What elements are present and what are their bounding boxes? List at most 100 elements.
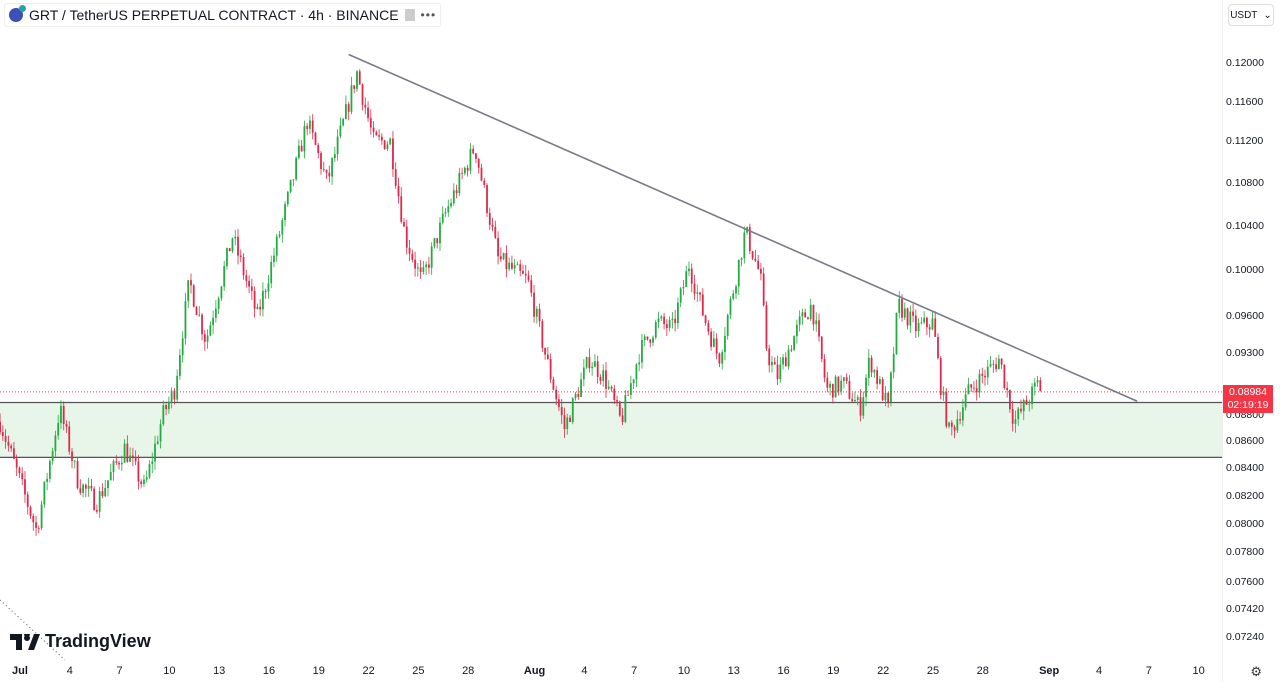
candle-down: [887, 392, 890, 403]
candle-up: [1031, 386, 1033, 405]
candle-up: [798, 316, 801, 325]
candle-down: [552, 379, 555, 390]
candle-down: [1, 432, 4, 436]
candle-up: [502, 252, 505, 260]
candle-down: [773, 361, 776, 365]
candle-down: [499, 256, 502, 260]
candle-up: [679, 288, 682, 303]
candle-down: [300, 145, 303, 152]
time-tick-label: 19: [312, 665, 325, 677]
candle-up: [181, 338, 184, 356]
candle-up: [179, 355, 181, 376]
candle-down: [610, 386, 613, 389]
candle-down: [845, 377, 848, 382]
candle-down: [546, 354, 549, 360]
candle-down: [984, 375, 986, 378]
candle-down: [621, 415, 624, 422]
candle-down: [375, 131, 378, 136]
candle-down: [757, 260, 760, 269]
candle-up: [262, 290, 264, 310]
candle-down: [311, 120, 314, 133]
candle-up: [270, 262, 273, 284]
candle-down: [959, 419, 962, 421]
candle-down: [776, 364, 779, 380]
candle-down: [408, 247, 411, 254]
candle-up: [1022, 400, 1025, 412]
candle-up: [170, 390, 173, 402]
candle-up: [635, 364, 638, 380]
candle-up: [223, 266, 226, 287]
candle-down: [392, 138, 394, 170]
candle-up: [942, 391, 945, 396]
candle-up: [231, 238, 234, 252]
candle-down: [674, 318, 677, 324]
candle-down: [96, 510, 98, 512]
price-tick-label: 0.07240: [1226, 631, 1264, 643]
candle-up: [978, 373, 981, 393]
bar-countdown: 02:19:19: [1227, 399, 1269, 411]
candle-down: [237, 236, 239, 256]
candle-up: [167, 401, 170, 410]
settings-icon[interactable]: ⚙: [1250, 664, 1262, 679]
candle-down: [527, 275, 530, 281]
currency-select[interactable]: USDT ⌄: [1228, 4, 1274, 26]
candle-up: [463, 167, 466, 174]
candle-up: [143, 479, 145, 484]
candle-down: [599, 376, 602, 381]
candle-down: [524, 273, 527, 276]
candle-up: [226, 248, 228, 267]
candle-down: [367, 107, 369, 119]
price-tick-label: 0.08400: [1226, 462, 1264, 475]
candle-down: [906, 308, 909, 326]
candle-up: [275, 236, 278, 256]
time-tick-label: 22: [362, 665, 375, 677]
candle-up: [862, 397, 865, 416]
candle-up: [989, 363, 992, 367]
logo-text: TradingView: [45, 631, 151, 651]
flag-icon[interactable]: [404, 9, 415, 21]
candle-down: [519, 264, 522, 271]
candle-down: [934, 318, 937, 337]
candle-up: [585, 357, 588, 368]
candle-down: [748, 227, 751, 252]
candle-down: [394, 169, 397, 186]
candle-up: [267, 283, 270, 292]
symbol-header[interactable]: GRT / TetherUS PERPETUAL CONTRACT · 4h ·…: [4, 3, 442, 27]
candle-down: [455, 190, 458, 194]
more-icon[interactable]: •••: [420, 8, 437, 22]
candle-down: [768, 348, 771, 366]
candle-up: [156, 441, 159, 444]
candle-up: [212, 317, 215, 326]
candle-up: [516, 264, 519, 266]
candle-up: [892, 353, 895, 373]
candle-down: [414, 259, 416, 269]
candle-down: [995, 364, 997, 370]
candle-up: [176, 375, 179, 400]
candle-down: [4, 435, 7, 442]
candle-down: [831, 383, 834, 398]
candle-up: [1014, 419, 1017, 424]
candle-up: [740, 258, 743, 260]
candle-down: [118, 462, 120, 465]
candle-up: [931, 318, 934, 330]
candle-down: [486, 184, 488, 214]
candle-up: [1028, 404, 1031, 406]
time-tick-label: Aug: [523, 665, 546, 677]
price-tick-label: 0.08000: [1226, 517, 1264, 530]
candle-down: [65, 424, 68, 427]
candle-down: [29, 506, 32, 517]
time-tick-label: 4: [66, 665, 73, 677]
candle-up: [345, 104, 347, 120]
candle-down: [358, 71, 361, 85]
candle-up: [87, 485, 90, 489]
candle-down: [400, 196, 403, 222]
candle-down: [533, 292, 535, 317]
candle-up: [712, 338, 715, 347]
time-tick-label: 7: [1145, 665, 1152, 677]
candle-down: [62, 405, 65, 425]
candle-down: [15, 458, 18, 468]
candle-up: [890, 372, 892, 403]
tradingview-logo[interactable]: TradingView: [10, 631, 151, 652]
candle-down: [754, 258, 757, 261]
